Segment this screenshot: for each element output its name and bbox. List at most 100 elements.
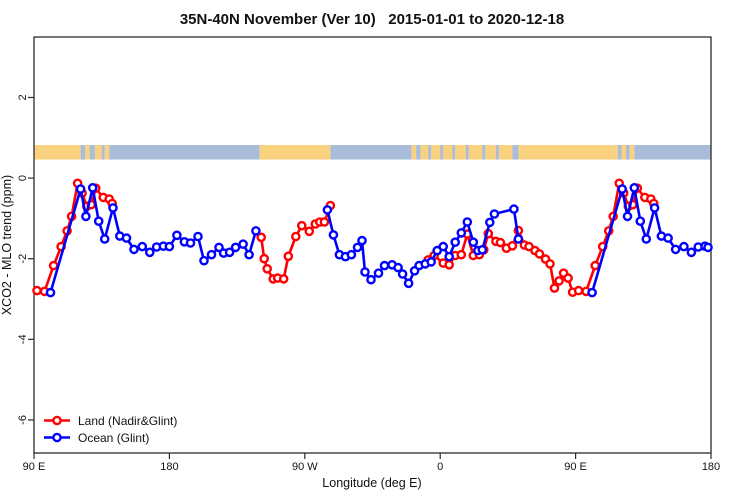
- series-ocean-point: [193, 231, 203, 242]
- land-ocean-strip-segment-ocean: [89, 145, 95, 160]
- series-ocean-point: [230, 242, 241, 253]
- land-ocean-strip-segment-land: [485, 145, 496, 160]
- series-land-point: [507, 240, 518, 251]
- series-ocean-point: [587, 287, 597, 298]
- land-ocean-strip-segment-land: [629, 145, 635, 160]
- series-land-point: [259, 253, 270, 264]
- series-ocean-point: [670, 244, 681, 255]
- series-ocean-point: [366, 274, 376, 285]
- x-axis-label: Longitude (deg E): [322, 476, 421, 490]
- series-ocean-point: [129, 244, 139, 255]
- series-land-point: [549, 283, 560, 293]
- series-ocean-point: [121, 233, 132, 243]
- series-ocean-point: [99, 234, 110, 244]
- y-tick-label: 0: [17, 175, 29, 181]
- series-ocean-point: [137, 241, 148, 252]
- series-ocean-point: [649, 203, 660, 213]
- x-tick-label: 180: [702, 461, 720, 473]
- series-ocean-point: [199, 255, 209, 266]
- series-land-point: [48, 260, 59, 271]
- land-ocean-strip-segment-land: [104, 145, 110, 160]
- y-tick-label: -6: [17, 415, 29, 425]
- series-ocean-point: [214, 242, 224, 253]
- land-ocean-strip-segment-land: [85, 145, 90, 160]
- series-ocean-point: [663, 233, 673, 243]
- land-ocean-strip-segment-ocean: [625, 145, 630, 160]
- legend-ocean-marker: [52, 432, 62, 443]
- series-ocean-point: [513, 234, 524, 244]
- land-ocean-strip-segment-land: [94, 145, 102, 160]
- series-ocean-point: [251, 226, 261, 236]
- land-ocean-strip-segment-ocean: [80, 145, 86, 160]
- series-ocean-point: [617, 184, 628, 194]
- series-land-point: [278, 274, 289, 284]
- series-ocean-point: [45, 287, 56, 298]
- land-ocean-strip-segment-land: [455, 145, 466, 160]
- series-land-point: [573, 285, 584, 296]
- series-ocean-point: [426, 257, 437, 267]
- series-ocean-point: [397, 269, 408, 279]
- legend-ocean-label: Ocean (Glint): [78, 431, 149, 445]
- x-tick-label: 90 E: [564, 461, 587, 473]
- series-ocean-point: [357, 235, 367, 246]
- series-ocean-point: [238, 239, 248, 249]
- series-ocean-point: [322, 205, 333, 215]
- series-ocean-point: [75, 184, 86, 194]
- land-ocean-strip-segment-land: [259, 145, 331, 160]
- land-ocean-strip-segment-ocean: [330, 145, 412, 160]
- y-tick-label: 2: [17, 94, 29, 100]
- legend-land-marker: [52, 415, 62, 426]
- series-land-point: [545, 259, 555, 269]
- series-ocean-point: [373, 268, 384, 279]
- series-land-point: [32, 285, 42, 296]
- series-land-point: [456, 249, 467, 260]
- x-tick-label: 180: [160, 461, 178, 473]
- series-ocean-point: [328, 230, 339, 240]
- series-ocean-point: [462, 217, 473, 227]
- series-ocean-point: [360, 267, 370, 277]
- series-land-point: [296, 220, 307, 231]
- series-ocean-point: [489, 209, 500, 219]
- y-tick-label: -2: [17, 254, 29, 264]
- series-ocean-point: [686, 247, 697, 258]
- land-ocean-strip-segment-ocean: [482, 145, 486, 160]
- land-ocean-strip-segment-land: [411, 145, 417, 160]
- series-ocean-point: [444, 251, 455, 262]
- series-ocean-point: [144, 247, 155, 258]
- land-ocean-strip-segment-ocean: [617, 145, 622, 160]
- series-land-point: [290, 231, 301, 242]
- y-tick-label: -4: [17, 334, 29, 344]
- chart-title: 35N-40N November (Ver 10) 2015-01-01 to …: [180, 11, 564, 28]
- series-ocean-point: [108, 203, 118, 213]
- series-ocean-point: [224, 247, 235, 258]
- series-land-point: [444, 259, 455, 270]
- land-ocean-strip-segment-land: [34, 145, 81, 160]
- land-ocean-strip-segment-ocean: [101, 145, 105, 160]
- series-land-point: [262, 263, 273, 274]
- series-ocean-point: [172, 230, 182, 241]
- series-ocean-point: [635, 216, 646, 226]
- series-ocean-point: [641, 234, 652, 244]
- land-ocean-strip-segment-land: [498, 145, 513, 160]
- y-axis-label: XCO2 - MLO trend (ppm): [0, 175, 14, 315]
- land-ocean-strip-segment-ocean: [428, 145, 432, 160]
- series-land-point: [563, 273, 573, 283]
- series-land-point: [283, 251, 294, 262]
- series-ocean-point: [484, 217, 495, 228]
- series-ocean-point: [509, 204, 519, 214]
- land-ocean-strip-segment-ocean: [440, 145, 444, 160]
- legend-land-label: Land (Nadir&Glint): [78, 414, 177, 428]
- x-tick-label: 90 W: [292, 461, 318, 473]
- land-ocean-strip-segment-land: [431, 145, 441, 160]
- series-ocean-point: [622, 211, 633, 222]
- series-ocean-point: [206, 249, 217, 260]
- series-ocean-point: [352, 242, 363, 253]
- series-ocean-point: [703, 242, 713, 253]
- land-ocean-strip-segment-land: [443, 145, 453, 160]
- series-ocean-point: [403, 278, 414, 289]
- land-ocean-strip-segment-land: [420, 145, 429, 160]
- land-ocean-strip-segment-ocean: [465, 145, 469, 160]
- series-ocean-line: [49, 186, 258, 294]
